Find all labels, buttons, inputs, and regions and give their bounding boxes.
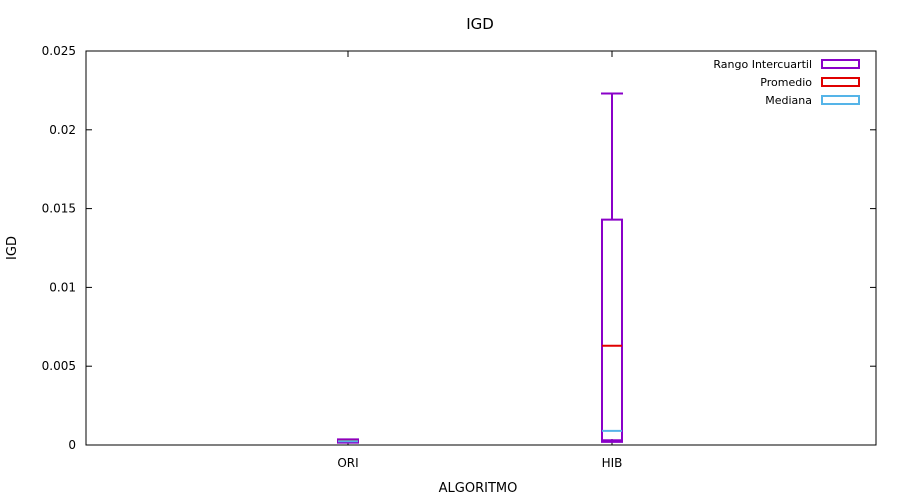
x-tick-label: HIB	[602, 456, 623, 470]
x-axis-label: ALGORITMO	[439, 481, 518, 496]
legend-label-iqr: Rango Intercuartil	[713, 58, 812, 71]
y-axis: 0 0.005 0.01 0.015 0.02 0.025	[42, 44, 876, 452]
legend-swatch-mean	[821, 77, 860, 87]
box-ori	[337, 438, 359, 444]
y-tick-label: 0.005	[42, 359, 76, 373]
legend-swatch-median	[821, 95, 860, 105]
legend: Rango Intercuartil Promedio Mediana	[713, 58, 860, 107]
box-series	[337, 92, 623, 444]
box-hib	[601, 92, 623, 443]
y-tick-label: 0.015	[42, 202, 76, 216]
x-tick-label: ORI	[337, 456, 358, 470]
x-axis: ORI HIB	[337, 51, 622, 470]
y-tick-label: 0.025	[42, 44, 76, 58]
y-axis-label: IGD	[5, 236, 20, 260]
iqr-box	[601, 218, 623, 442]
y-tick-label: 0	[68, 438, 76, 452]
plot-area-frame	[85, 50, 877, 446]
legend-label-mean: Promedio	[760, 76, 812, 89]
chart-title: IGD	[466, 15, 494, 33]
y-tick-label: 0.02	[49, 123, 76, 137]
legend-swatch-iqr	[821, 59, 860, 69]
legend-label-median: Mediana	[765, 94, 812, 107]
y-tick-label: 0.01	[49, 280, 76, 294]
